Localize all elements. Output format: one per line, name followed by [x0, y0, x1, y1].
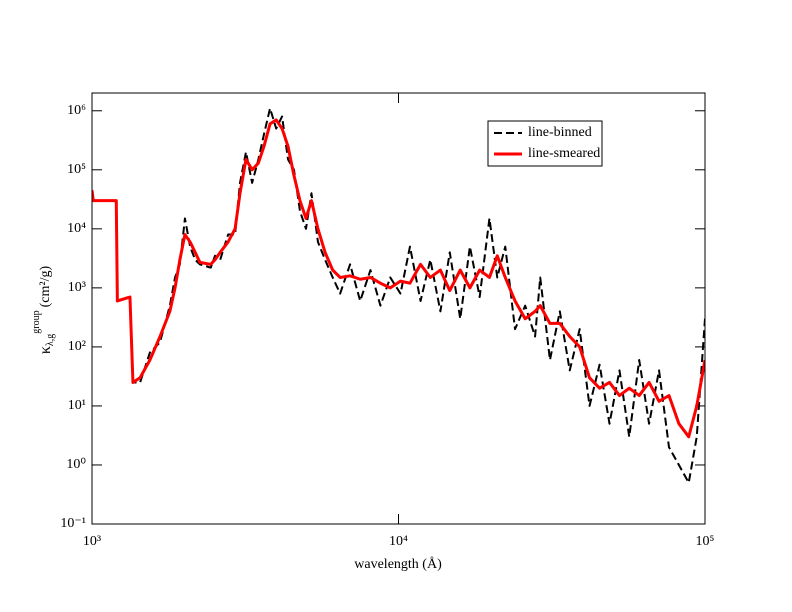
y-tick-label: 10⁰	[66, 457, 86, 472]
series-line	[92, 107, 705, 484]
x-tick-label: 10⁵	[696, 534, 715, 549]
x-tick-label: 10³	[83, 534, 101, 549]
y-tick-label: 10¹	[68, 398, 86, 413]
series-line	[92, 118, 705, 439]
legend-box	[487, 120, 603, 167]
y-tick-label: 10⁵	[67, 162, 86, 177]
y-tick-label: 10⁻¹	[60, 516, 86, 531]
y-label-sup: group	[31, 310, 42, 333]
y-tick-label: 10⁶	[67, 103, 86, 118]
y-tick-label: 10²	[68, 339, 86, 354]
y-tick-label: 10⁴	[67, 221, 86, 236]
x-axis-label: wavelength (Å)	[354, 556, 442, 572]
legend-label: line-binned	[528, 125, 592, 140]
y-tick-label: 10³	[68, 280, 86, 295]
y-axis-label: κλ,ggroup (cm²/g)	[31, 266, 56, 355]
y-label-symbol: κ	[37, 346, 54, 354]
x-tick-label: 10⁴	[389, 534, 408, 549]
y-label-sub: λ,g	[45, 334, 56, 346]
plot-frame	[91, 92, 706, 525]
legend-label: line-smeared	[528, 146, 600, 161]
y-label-unit: (cm²/g)	[38, 266, 53, 308]
